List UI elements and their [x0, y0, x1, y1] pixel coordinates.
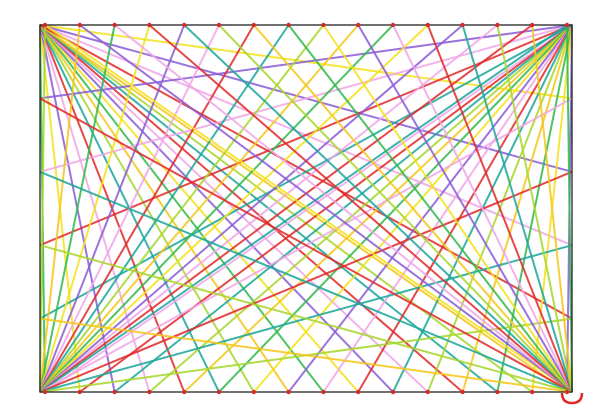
- pin-marker: [251, 389, 256, 395]
- pin-marker: [321, 389, 326, 395]
- string-line: [287, 24, 573, 393]
- string-line: [357, 24, 573, 393]
- string-line: [39, 24, 499, 393]
- string-line: [39, 170, 573, 393]
- string-line: [39, 24, 116, 393]
- string-line: [39, 244, 573, 393]
- pin-marker: [495, 22, 500, 28]
- string-line: [44, 24, 573, 393]
- pin-marker: [42, 22, 48, 28]
- corner-hook-mark: [560, 392, 584, 405]
- pin-marker: [530, 389, 535, 395]
- pin-marker: [216, 389, 222, 395]
- pin-marker: [182, 389, 187, 395]
- pin-marker: [425, 22, 430, 28]
- pin-marker: [286, 389, 291, 395]
- string-line: [39, 97, 573, 393]
- pin-marker: [286, 22, 291, 28]
- pin-marker: [321, 22, 326, 28]
- string-line: [39, 24, 255, 393]
- string-line: [531, 24, 573, 393]
- string-line: [39, 24, 429, 393]
- string-line: [148, 24, 573, 393]
- string-line: [39, 24, 290, 393]
- pin-marker: [112, 389, 117, 395]
- string-line: [113, 24, 573, 393]
- pin-marker: [77, 389, 83, 395]
- string-line: [39, 24, 359, 393]
- string-lines: [39, 24, 573, 393]
- string-line: [426, 24, 573, 393]
- pin-marker: [356, 22, 361, 28]
- pin-marker: [564, 389, 570, 395]
- pin-marker: [251, 22, 256, 28]
- pin-marker: [390, 389, 396, 395]
- string-line: [496, 24, 573, 393]
- string-line: [183, 24, 573, 393]
- string-line: [39, 24, 81, 393]
- pin-marker: [356, 389, 361, 395]
- string-line: [322, 24, 573, 393]
- string-line: [79, 24, 573, 393]
- string-line: [39, 24, 46, 393]
- string-line: [566, 24, 573, 393]
- pin-marker: [530, 22, 535, 28]
- pin-marker: [147, 389, 152, 395]
- pin-marker: [182, 22, 187, 28]
- string-line: [218, 24, 573, 393]
- pin-marker: [147, 22, 152, 28]
- pin-marker: [495, 389, 500, 395]
- string-line: [39, 24, 325, 393]
- pin-marker: [77, 22, 83, 28]
- pin-marker: [460, 22, 465, 28]
- string-line: [253, 24, 573, 393]
- pin-markers: [42, 22, 570, 395]
- string-line: [461, 24, 573, 393]
- string-line: [392, 24, 573, 393]
- pin-marker: [425, 389, 430, 395]
- pin-marker: [216, 22, 222, 28]
- pin-marker: [564, 22, 570, 28]
- string-line: [39, 24, 464, 393]
- pin-marker: [42, 389, 48, 395]
- pin-marker: [390, 22, 396, 28]
- string-line: [39, 24, 394, 393]
- string-line: [39, 317, 573, 393]
- frame-border: [39, 24, 573, 393]
- pin-marker: [112, 22, 117, 28]
- pin-marker: [460, 389, 465, 395]
